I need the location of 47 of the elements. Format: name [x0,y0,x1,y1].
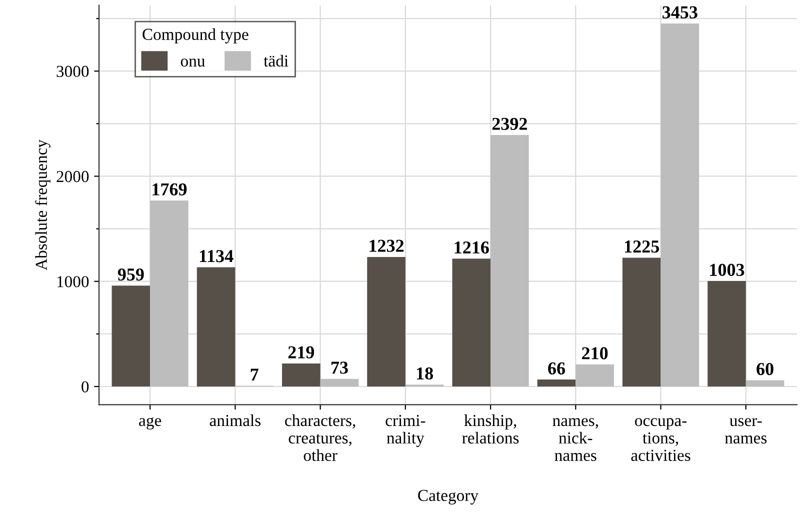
bar [537,380,576,386]
data-label: 73 [331,362,348,374]
data-label: 1232 [370,240,404,252]
data-label: 1769 [152,183,187,196]
y-axis-title: Absolute frequency [35,140,50,270]
bar [282,363,320,386]
data-label: 1003 [710,264,744,276]
data-label: 18 [416,367,434,380]
x-tick-label: animals [210,414,261,426]
bar [196,267,236,386]
data-label: 1134 [200,250,234,262]
data-label: 959 [118,268,144,281]
data-label: 60 [756,362,774,376]
data-label: 219 [288,346,314,358]
bar [320,378,359,386]
data-label: 3453 [662,6,698,18]
y-tick-label: 3000 [56,66,89,78]
bar [112,286,150,386]
bar [576,364,614,386]
y-tick-label: 1000 [57,276,89,288]
x-tick-label: user- names [724,418,767,444]
legend-label: tädi [264,54,288,67]
data-label: 1216 [454,241,489,254]
bar [660,23,700,386]
data-label: 1225 [625,240,660,253]
x-tick-label: characters, creatures, other [285,414,356,461]
x-axis-title: Category [418,490,478,504]
data-label: 7 [250,368,258,381]
bar [746,380,784,386]
bar [367,256,406,386]
x-tick-label: age [139,417,162,430]
x-tick-label: names, nick- names [552,418,598,461]
data-label: 2392 [492,118,527,130]
x-tick-label: kinship, relations [462,414,519,444]
data-label: 66 [548,362,566,374]
bar [622,258,661,386]
y-tick-label: 0 [82,381,89,392]
x-tick-label: occupa- tions, activities [631,418,690,461]
legend-title: Compound type [142,28,248,44]
bar [452,258,491,386]
y-tick-label: 2000 [56,170,89,182]
data-label: 210 [582,347,608,360]
bar [490,135,529,386]
bar [708,281,746,386]
bar [150,200,188,386]
x-tick-label: crimi- nality [386,414,426,447]
legend-label: onu [180,58,205,67]
